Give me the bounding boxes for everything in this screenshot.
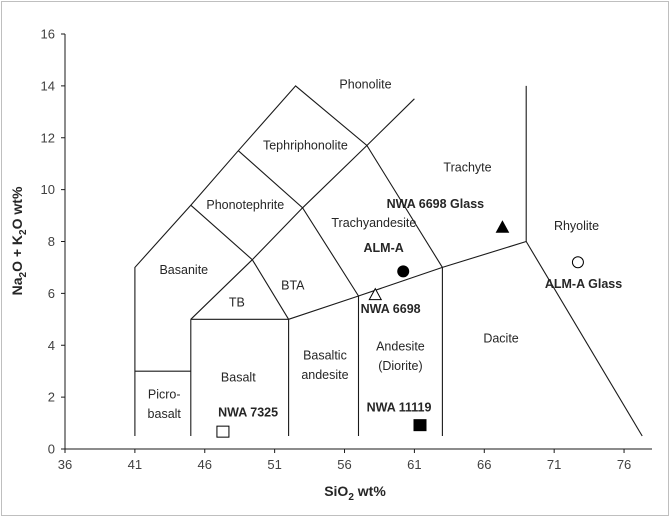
- field-label-picro: Picro-: [148, 387, 181, 401]
- y-tick-label: 2: [48, 390, 55, 405]
- y-tick-label: 4: [48, 338, 55, 353]
- field-boundary-line: [288, 85, 527, 320]
- x-tick-label: 56: [337, 457, 351, 472]
- field-labels: Phonolite Tephriphonolite Trachyte Phonotep…: [148, 77, 600, 420]
- field-label-basanite: Basanite: [159, 263, 208, 277]
- field-label-rhyolite: Rhyolite: [554, 219, 599, 233]
- x-axis-title: SiO2 wt%: [324, 483, 386, 503]
- y-tick-label: 16: [41, 27, 55, 42]
- field-label-bta: BTA: [281, 278, 305, 292]
- y-tick-label: 0: [48, 442, 55, 457]
- x-tick-label: 46: [198, 457, 212, 472]
- field-label-tephriphonolite: Tephriphonolite: [263, 138, 348, 152]
- sample-marker-nwa-6698: [368, 287, 383, 301]
- sample-marker-nwa-11119: [413, 419, 427, 432]
- field-label-basaltic: Basaltic: [303, 349, 347, 363]
- sample-points: NWA 6698 Glass ALM-A ALM-A Glass NWA 6698 NW…: [216, 197, 622, 438]
- field-boundary-line: [190, 204, 290, 320]
- field-label-trachyte: Trachyte: [443, 160, 491, 174]
- field-boundary-line: [237, 150, 359, 297]
- sample-marker-alm-a: [397, 265, 410, 278]
- x-tick-label: 36: [58, 457, 72, 472]
- field-label-dacite: Dacite: [483, 332, 518, 346]
- y-axis-title: Na2O + K2O wt%: [9, 186, 29, 295]
- sample-marker-nwa-7325: [216, 425, 230, 438]
- x-tick-label: 41: [128, 457, 142, 472]
- field-label-trachyandesite: Trachyandesite: [331, 216, 416, 230]
- field-boundary-line: [134, 85, 443, 436]
- field-label-tb: TB: [229, 295, 245, 309]
- sample-marker-nwa-6698-glass: [495, 220, 510, 233]
- sample-marker-alm-a-glass: [571, 256, 584, 269]
- field-label-andesite: andesite: [301, 368, 348, 382]
- field-label-phonolite: Phonolite: [339, 77, 391, 91]
- x-tick-label: 66: [477, 457, 491, 472]
- x-tick-label: 61: [407, 457, 421, 472]
- field-label-andesite: Andesite: [376, 339, 425, 353]
- x-tick-label: 51: [267, 457, 281, 472]
- field-boundary-line: [525, 241, 643, 437]
- sample-label-nwa-7325: NWA 7325: [218, 406, 278, 420]
- field-label-basalt: basalt: [148, 407, 182, 421]
- field-label-diorite: (Diorite): [378, 359, 422, 373]
- x-tick-label: 76: [617, 457, 631, 472]
- sample-label-nwa-6698: NWA 6698: [361, 302, 421, 316]
- sample-label-alm-a: ALM-A: [364, 241, 404, 255]
- field-label-basalt: Basalt: [221, 371, 256, 385]
- sample-label-alm-a-glass: ALM-A Glass: [545, 277, 622, 291]
- x-tick-label: 71: [547, 457, 561, 472]
- y-tick-label: 10: [41, 182, 55, 197]
- y-tick-label: 12: [41, 130, 55, 145]
- y-tick-label: 8: [48, 234, 55, 249]
- field-label-phonotephrite: Phonotephrite: [206, 198, 284, 212]
- y-tick-label: 14: [41, 78, 55, 93]
- sample-label-nwa-6698-glass: NWA 6698 Glass: [387, 197, 485, 211]
- field-boundaries: [134, 85, 643, 437]
- sample-label-nwa-11119: NWA 11119: [367, 400, 432, 414]
- y-tick-label: 6: [48, 286, 55, 301]
